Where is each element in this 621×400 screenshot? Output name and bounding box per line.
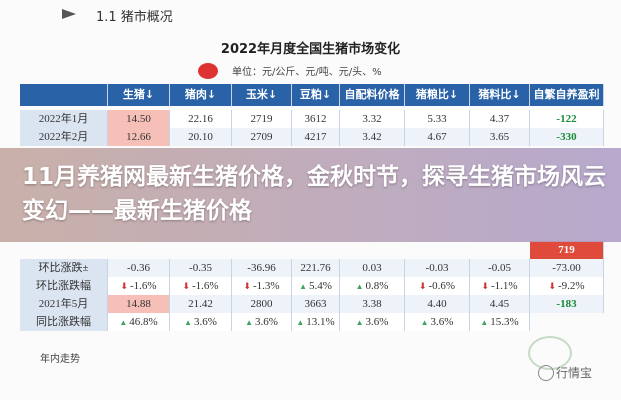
watermark: 行情宝	[556, 366, 593, 380]
table-cell: 3.6%	[170, 313, 232, 331]
table-cell: 3.65	[470, 128, 530, 146]
table-cell: -0.6%	[405, 277, 470, 295]
table-cell: 0.8%	[340, 277, 405, 295]
table-cell: -183	[530, 295, 604, 313]
table-cell: -0.35	[170, 259, 232, 277]
table-cell: 2709	[232, 128, 292, 146]
table-cell: 3663	[292, 295, 340, 313]
table-cell: -9.2%	[530, 277, 604, 295]
column-header: 豆粕↓	[292, 84, 340, 106]
column-header: 玉米↓	[232, 84, 292, 106]
table-cell: 2719	[232, 110, 292, 128]
table-cell: 46.8%	[108, 313, 170, 331]
table-cell: -1.3%	[232, 277, 292, 295]
watermark-icon	[538, 365, 554, 381]
trend-label: 年内走势	[40, 354, 80, 365]
price-table: 生猪↓猪肉↓玉米↓豆粕↓自配料价格↓猪粮比↓猪料比↓自繁自养盈利↓ 2022年1月…	[20, 84, 604, 334]
table-cell: 0.03	[340, 259, 405, 277]
table-cell: -330	[530, 128, 604, 146]
table-cell: 5.4%	[292, 277, 340, 295]
bullet-icon	[62, 9, 76, 19]
row-label: 2022年2月	[20, 128, 108, 146]
table-cell: 3.6%	[405, 313, 470, 331]
table-cell: 4.37	[470, 110, 530, 128]
column-header: 自配料价格↓	[340, 84, 405, 123]
table-cell: -1.1%	[470, 277, 530, 295]
table-cell: 13.1%	[292, 313, 340, 331]
table-cell: 3612	[292, 110, 340, 128]
table-cell: -36.96	[232, 259, 292, 277]
table-cell: 3.38	[340, 295, 405, 313]
table-cell: -73.00	[530, 259, 604, 277]
column-header: 生猪↓	[108, 84, 170, 106]
section-title: 1.1 猪市概况	[96, 10, 173, 25]
table-cell: -122	[530, 110, 604, 128]
table-cell: -0.36	[108, 259, 170, 277]
table-cell: -1.6%	[108, 277, 170, 295]
table-cell: 15.3%	[470, 313, 530, 331]
table-cell: -0.05	[470, 259, 530, 277]
row-label: 环比涨跌幅	[20, 277, 108, 295]
overlay-band	[0, 148, 621, 242]
table-cell: -0.03	[405, 259, 470, 277]
unit-label: 单位：元/公斤、元/吨、元/头、%	[232, 67, 382, 78]
table-cell: -1.6%	[170, 277, 232, 295]
table-cell: 3.32	[340, 110, 405, 128]
table-cell: 22.16	[170, 110, 232, 128]
row-label: 环比涨跌±	[20, 259, 108, 277]
overlay-title: 11月养猪网最新生猪价格，金秋时节，探寻生猪市场风云变幻——最新生猪价格	[22, 164, 607, 224]
column-header: 自繁自养盈利↓	[530, 84, 604, 123]
table-cell: 719	[530, 241, 604, 259]
table-cell: 4.67	[405, 128, 470, 146]
row-label: 2022年1月	[20, 110, 108, 128]
table-cell: 2800	[232, 295, 292, 313]
table-cell: 4.45	[470, 295, 530, 313]
column-header: 猪肉↓	[170, 84, 232, 106]
table-cell: 4.40	[405, 295, 470, 313]
table-cell: 20.10	[170, 128, 232, 146]
table-cell: 3.42	[340, 128, 405, 146]
logo-icon	[198, 63, 218, 79]
row-label: 2021年5月	[20, 295, 108, 313]
table-cell: 221.76	[292, 259, 340, 277]
table-cell: 3.6%	[232, 313, 292, 331]
header-corner	[20, 84, 108, 106]
table-cell: 3.6%	[340, 313, 405, 331]
table-cell: 4217	[292, 128, 340, 146]
table-cell: 21.42	[170, 295, 232, 313]
table-cell: 14.50	[108, 110, 170, 128]
table-title: 2022年月度全国生猪市场变化	[220, 42, 401, 57]
table-cell: 14.88	[108, 295, 170, 313]
table-cell: 5.33	[405, 110, 470, 128]
table-cell: 12.66	[108, 128, 170, 146]
row-label: 同比涨跌幅	[20, 313, 108, 331]
column-header: 猪粮比↓	[405, 84, 470, 106]
column-header: 猪料比↓	[470, 84, 530, 106]
